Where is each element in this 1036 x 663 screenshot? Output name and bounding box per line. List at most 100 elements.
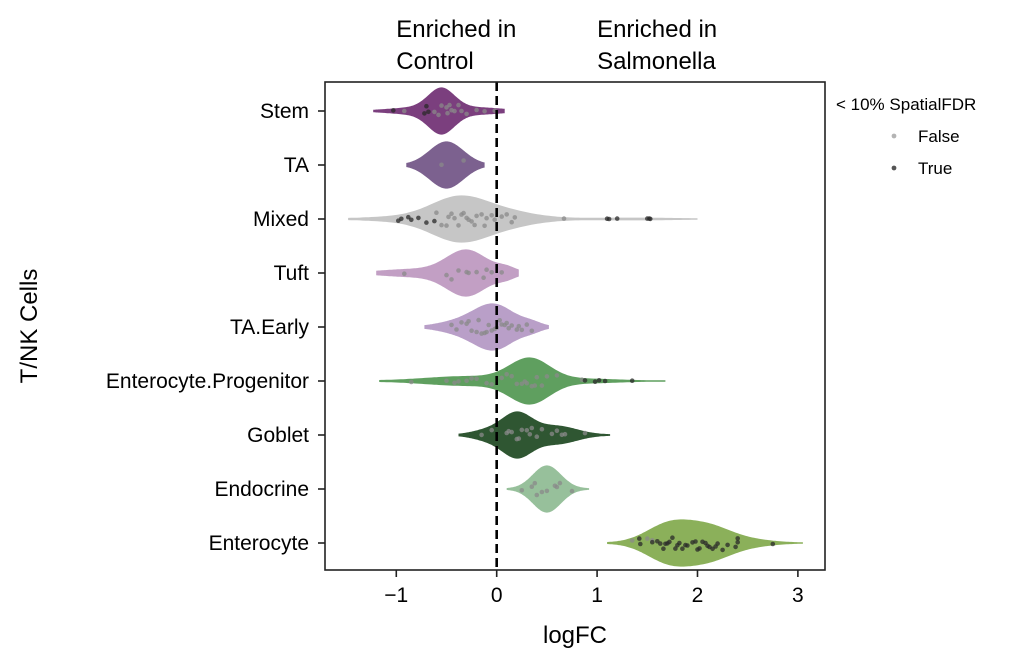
point-true [697,546,702,551]
point-false [544,488,550,494]
point-false [452,108,457,114]
point-false [474,376,479,382]
y-tick-label: Enterocyte [209,532,309,555]
point-true [426,109,431,115]
legend-label-false: False [918,127,960,146]
point-false [464,111,469,117]
point-false [582,430,588,436]
point-false [469,328,474,334]
annotation-text: Control [396,48,473,75]
point-false [499,375,505,381]
point-false [539,383,545,388]
point-false [489,382,495,387]
point-false [516,436,522,441]
point-true [637,536,642,541]
point-false [554,428,560,434]
point-false [439,222,444,228]
point-false [524,428,530,433]
violins [348,87,803,567]
point-false [484,380,489,386]
point-false [474,329,479,335]
point-true [693,539,698,544]
legend-marker-false [891,133,897,139]
point-false [489,427,495,433]
point-false [469,219,474,224]
point-false [534,434,540,440]
point-true [416,215,421,221]
point-false [562,431,568,437]
point-false [436,112,441,118]
point-true [733,544,738,550]
point-false [449,277,454,282]
point-false [506,325,512,331]
y-tick-label: Enterocyte.Progenitor [106,370,309,393]
point-true [683,542,688,548]
point-true [720,547,725,553]
point-false [445,110,450,116]
point-false [497,318,503,323]
point-false [534,374,540,380]
x-tick-label: 0 [491,584,503,607]
point-false [519,327,525,333]
point-false [461,158,466,163]
point-false [509,219,514,225]
point-true [735,536,740,541]
point-false [432,109,437,115]
point-false [549,431,555,437]
point-false [439,162,444,168]
point-false [516,323,522,329]
point-false [472,222,477,228]
point-true [391,108,396,113]
point-true [667,539,672,545]
point-false [479,432,484,438]
annotations: Enriched in Control Enriched in Salmonella [396,16,717,75]
point-false [534,492,540,498]
point-true [680,546,685,551]
point-true [422,111,427,116]
point-false [474,269,479,275]
point-false [456,268,461,273]
point-false [452,215,457,221]
x-tick-label: 2 [692,584,704,607]
point-false [456,102,461,108]
point-false [529,425,535,431]
point-false [539,426,545,432]
point-true [602,378,608,384]
violin-ta [406,141,485,189]
point-false [514,381,520,387]
point-false [499,214,505,219]
point-false [444,272,449,278]
point-true [658,541,663,546]
point-false [554,373,560,378]
point-true [629,378,635,384]
point-false [629,538,635,543]
point-false [532,383,538,388]
violin-mixed [348,195,698,243]
point-false [439,103,444,108]
point-false [504,320,510,326]
point-false [456,379,461,384]
point-false [486,322,492,328]
point-false [474,213,479,219]
point-false [482,223,487,229]
point-true [606,216,612,222]
point-false [476,317,481,323]
point-false [461,210,466,216]
point-false [539,489,545,495]
point-false [561,216,567,221]
y-axis-label: T/NK Cells [16,269,43,384]
point-false [509,323,514,328]
point-false [466,270,471,276]
point-false [484,215,489,221]
point-false [466,319,471,324]
point-true [725,542,730,548]
point-false [402,271,407,277]
point-true [614,216,620,221]
point-true [650,539,655,545]
point-false [454,327,459,332]
point-true [582,378,588,383]
annotation-text: Enriched in [396,16,516,43]
y-tick-label: TA.Early [230,316,309,339]
point-false [459,320,464,325]
